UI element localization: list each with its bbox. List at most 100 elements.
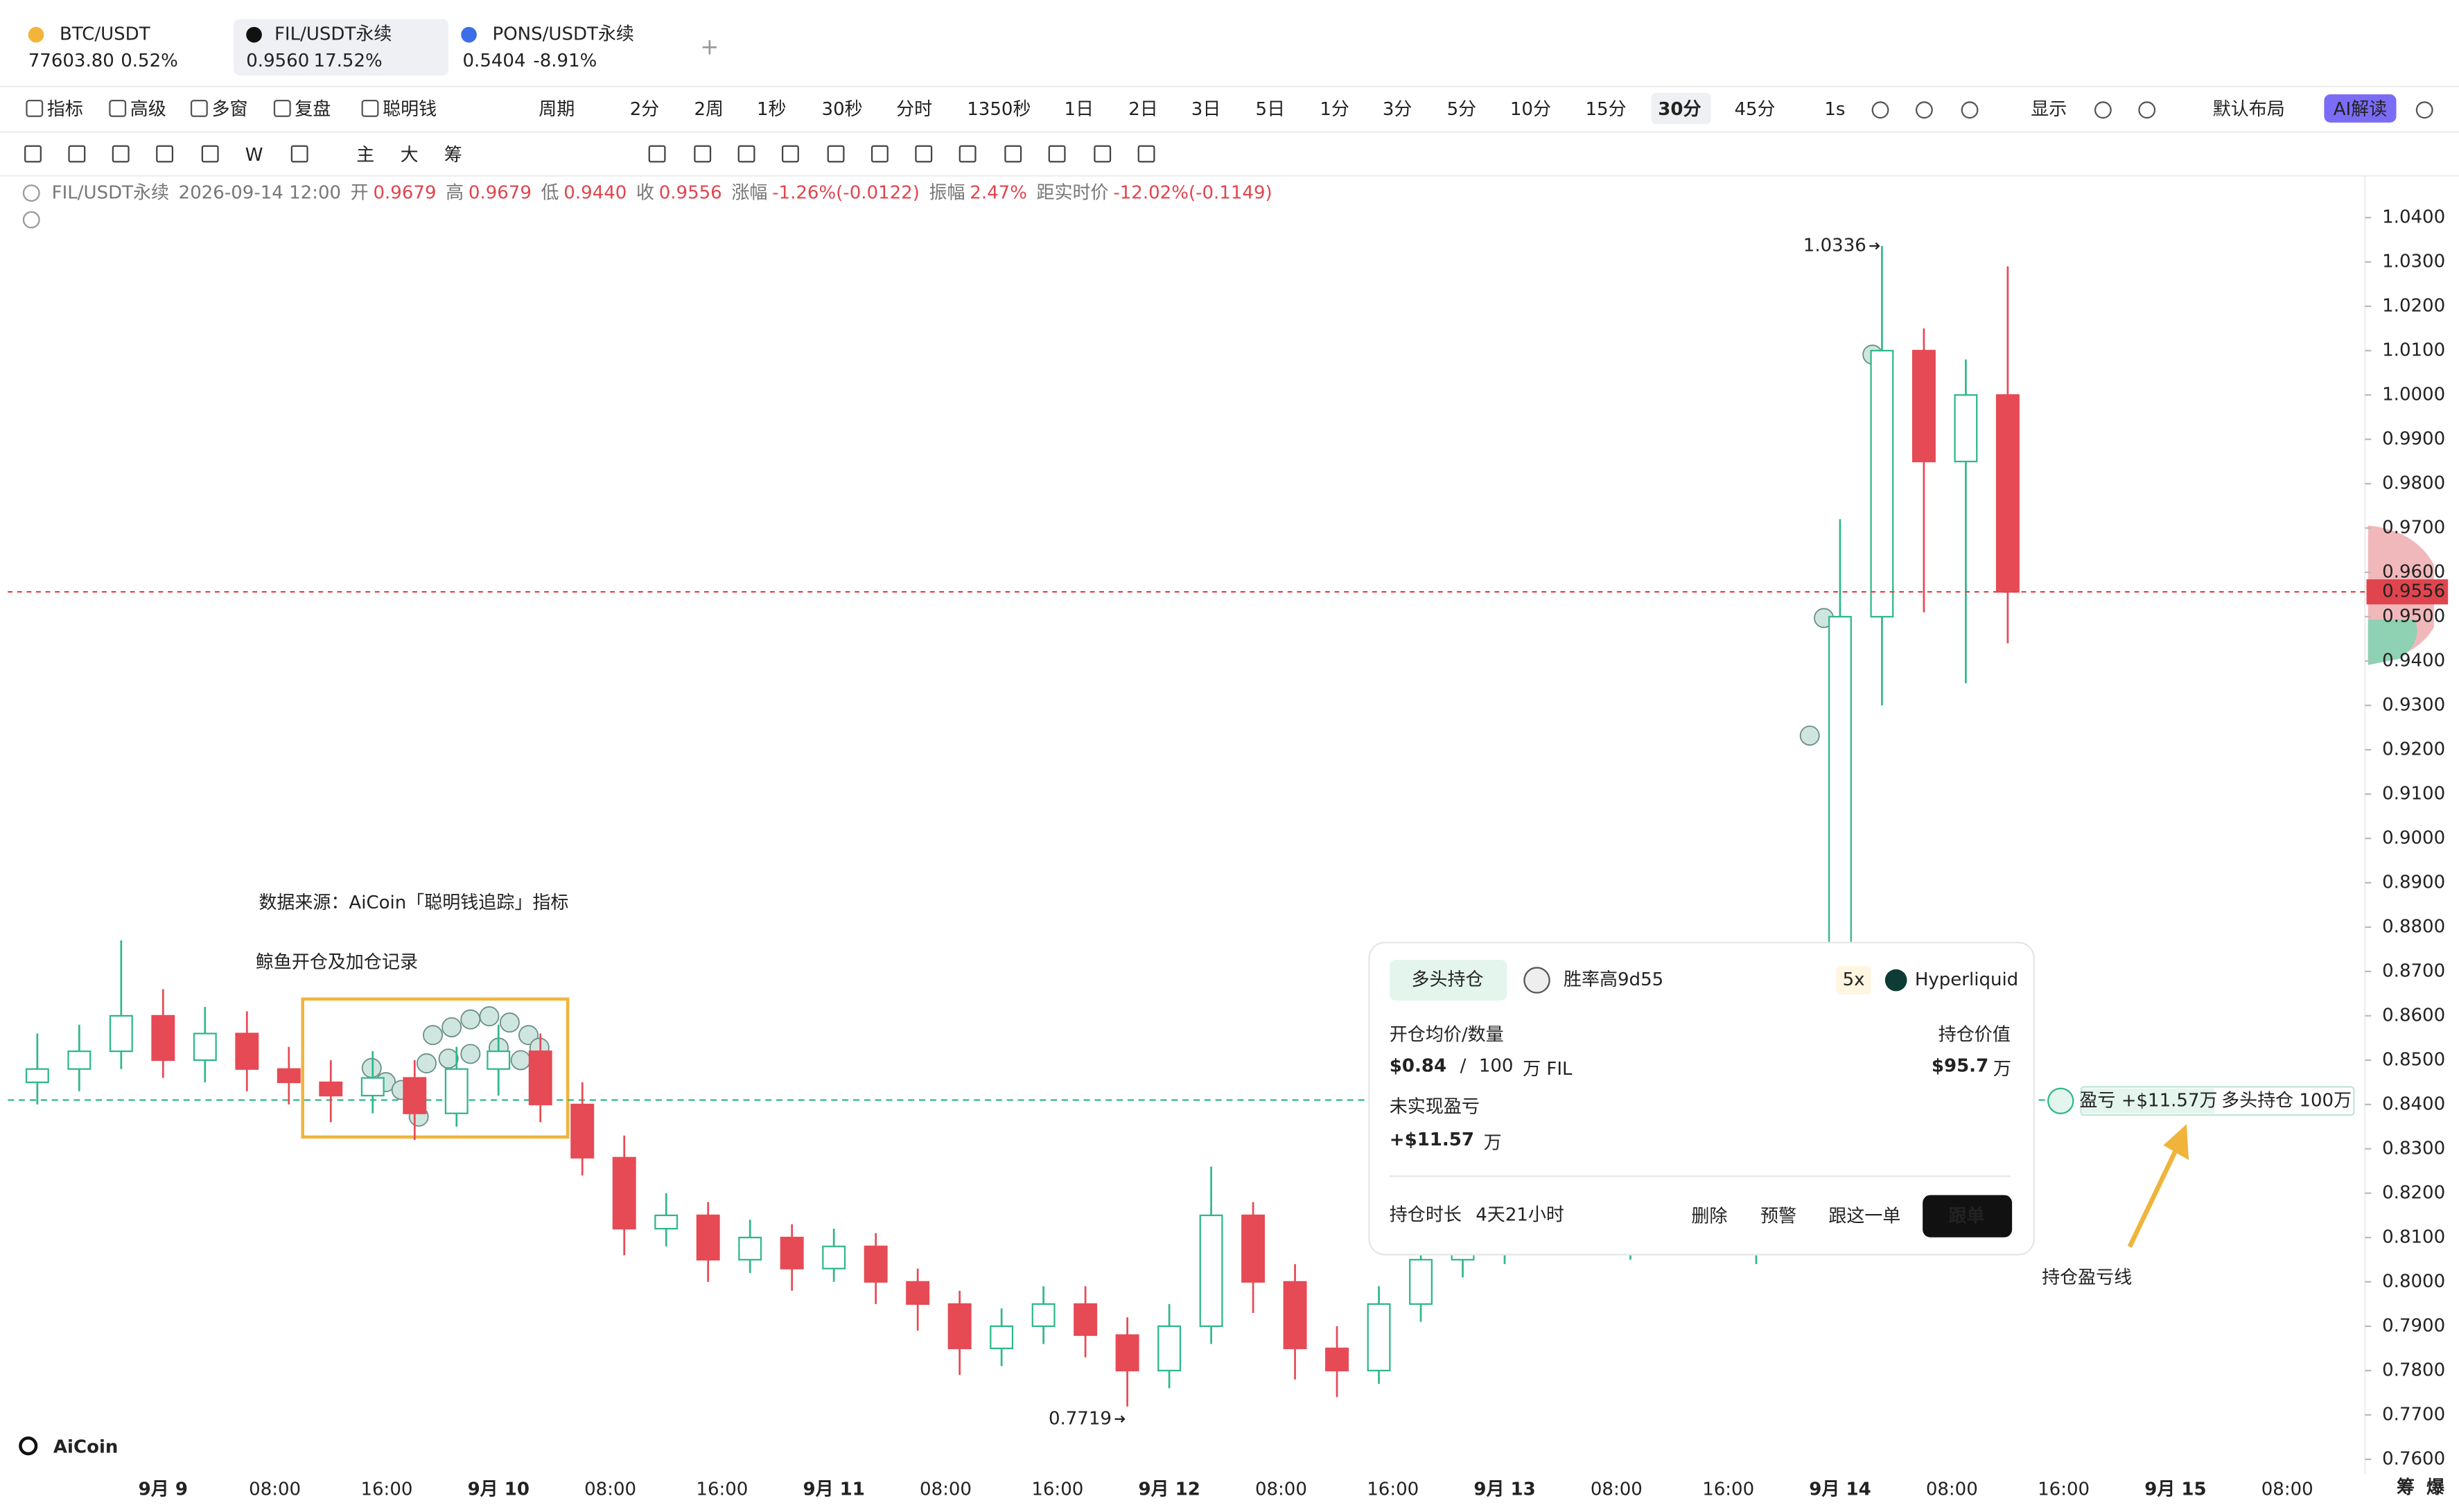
tool-icon[interactable] [1137, 145, 1155, 163]
card-action[interactable]: 删除 [1691, 1206, 1727, 1227]
toolbar-button[interactable]: 多窗 [211, 99, 247, 120]
corner-button[interactable]: 爆 [2426, 1477, 2445, 1498]
tool-button[interactable]: 大 [401, 145, 419, 166]
toolbar-icon[interactable] [26, 100, 44, 117]
period-button[interactable]: 3分 [1383, 99, 1412, 120]
ai-button[interactable]: AI解读 [2334, 99, 2388, 120]
tool-button[interactable]: 主 [356, 145, 374, 166]
tool-icon[interactable] [827, 145, 845, 163]
info-value: 0.9679 [469, 182, 532, 203]
follow-label[interactable]: 跟单 [1948, 1206, 1984, 1227]
y-tick-label: 1.0000 [2382, 385, 2445, 405]
info-value: 0.9556 [659, 182, 722, 203]
tab-name[interactable]: BTC/USDT [60, 24, 150, 45]
toolbar-icon[interactable] [273, 100, 291, 117]
period-button[interactable]: 1秒 [757, 99, 787, 120]
toolbar-icon[interactable] [2415, 101, 2433, 119]
ai-button-bg[interactable] [2324, 94, 2397, 123]
tool-icon[interactable] [68, 145, 86, 163]
collapse-icon[interactable] [22, 211, 40, 229]
toolbar-button[interactable]: 聪明钱 [383, 99, 437, 120]
toolbar-icon[interactable] [1961, 101, 1979, 119]
tab-price[interactable]: 0.5404 [463, 51, 526, 71]
tab-icon[interactable] [461, 26, 477, 43]
period-button[interactable]: 10分 [1510, 99, 1551, 120]
tab-change[interactable]: 17.52% [314, 51, 383, 71]
exchange: Hyperliquid [1915, 969, 2018, 990]
tab-icon[interactable] [246, 26, 262, 43]
tool-icon[interactable] [1048, 145, 1066, 163]
plus-icon[interactable] [702, 40, 717, 55]
toolbar-icon[interactable] [1871, 101, 1889, 119]
tool-icon[interactable] [24, 145, 42, 163]
follow-button[interactable] [1923, 1195, 2013, 1238]
tool-icon[interactable] [1004, 145, 1022, 163]
tool-icon[interactable] [290, 145, 308, 163]
tool-icon[interactable] [112, 145, 130, 163]
tag-avatar [2047, 1087, 2074, 1115]
tool-icon[interactable] [870, 145, 889, 163]
toolbar-icon[interactable] [2094, 101, 2112, 119]
unit: 万 FIL [1523, 1059, 1573, 1080]
tab-icon[interactable] [28, 26, 44, 43]
corner-button[interactable]: 筹 [2397, 1477, 2415, 1498]
period-button[interactable]: 1日 [1064, 99, 1094, 120]
toolbar-icon[interactable] [109, 100, 127, 117]
tool-button[interactable]: W [245, 145, 263, 166]
period-button[interactable]: 15分 [1585, 99, 1626, 120]
toolbar-icon[interactable] [1915, 101, 1933, 119]
period-button[interactable]: 分时 [896, 99, 932, 120]
period-button[interactable]: 45分 [1734, 99, 1775, 120]
tool-icon[interactable] [201, 145, 219, 163]
layout-button[interactable]: 默认布局 [2213, 99, 2285, 120]
period-button[interactable]: 周期 [539, 99, 575, 120]
tab-name[interactable]: PONS/USDT永续 [493, 24, 634, 45]
period-button[interactable]: 5日 [1256, 99, 1286, 120]
period-button[interactable]: 3日 [1191, 99, 1221, 120]
tool-icon[interactable] [959, 145, 977, 163]
tab-price[interactable]: 77603.80 [28, 51, 114, 71]
tab-change[interactable]: -8.91% [533, 51, 597, 71]
toolbar-button[interactable]: 高级 [130, 99, 166, 120]
collapse-icon[interactable] [22, 184, 40, 202]
toolbar-icon[interactable] [361, 100, 379, 117]
period-button[interactable]: 30秒 [822, 99, 863, 120]
period-button[interactable]: 5分 [1447, 99, 1477, 120]
period-button[interactable]: 1s [1824, 99, 1845, 120]
tool-icon[interactable] [1094, 145, 1112, 163]
active-tab-bg[interactable] [234, 19, 449, 76]
amount: 100 [1479, 1056, 1514, 1077]
period-button[interactable]: 30分 [1658, 99, 1701, 120]
card-action[interactable]: 跟这一单 [1828, 1206, 1900, 1227]
period-button[interactable]: 1分 [1320, 99, 1349, 120]
candle-body [612, 1157, 636, 1230]
period-button[interactable]: 2周 [694, 99, 724, 120]
tool-icon[interactable] [737, 145, 755, 163]
volume-profile [2368, 619, 2417, 665]
x-tick-label: 9月 12 [1138, 1479, 1200, 1500]
period-button[interactable]: 1350秒 [967, 99, 1031, 120]
period-button[interactable]: 2分 [630, 99, 660, 120]
period-button[interactable]: 2日 [1128, 99, 1158, 120]
tab-price[interactable]: 0.9560 [246, 51, 309, 71]
tool-icon[interactable] [781, 145, 799, 163]
toolbar-button[interactable]: 复盘 [295, 99, 331, 120]
card-action[interactable]: 预警 [1760, 1206, 1796, 1227]
pnl-tag-fill [2082, 1088, 2215, 1114]
tool-button[interactable]: 筹 [444, 145, 462, 166]
tool-icon[interactable] [915, 145, 933, 163]
candle-body [947, 1303, 972, 1350]
side-badge [1389, 960, 1507, 1001]
tool-icon[interactable] [156, 145, 174, 163]
tool-icon[interactable] [648, 145, 666, 163]
toolbar-icon[interactable] [190, 100, 208, 117]
tab-name[interactable]: FIL/USDT永续 [274, 24, 392, 45]
active-period-bg[interactable] [1651, 92, 1711, 125]
display-button[interactable]: 显示 [2031, 99, 2067, 120]
toolbar-icon[interactable] [2138, 101, 2156, 119]
tab-change[interactable]: 0.52% [121, 51, 178, 71]
tool-icon[interactable] [694, 145, 712, 163]
toolbar-button[interactable]: 指标 [47, 99, 83, 120]
highlight-box [301, 997, 570, 1139]
